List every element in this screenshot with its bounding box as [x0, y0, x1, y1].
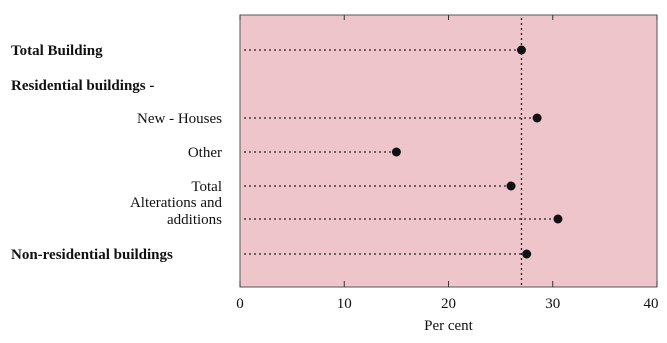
- leader-lines: [244, 49, 558, 255]
- category-label: Other: [188, 145, 222, 161]
- category-label: Residential buildings -: [11, 78, 154, 94]
- plot-area: [239, 14, 658, 288]
- category-label: Total Building: [11, 43, 103, 59]
- data-point: [532, 113, 542, 123]
- x-tick-label: 30: [545, 296, 560, 312]
- data-point: [522, 249, 532, 259]
- data-point: [391, 147, 401, 157]
- category-label: Alterations and: [130, 195, 223, 211]
- x-tick-label: 0: [236, 296, 244, 312]
- category-label: New - Houses: [137, 111, 222, 127]
- x-tick-label: 20: [441, 296, 456, 312]
- x-axis-ticks: 0 10 20 30 40: [236, 15, 659, 312]
- data-markers: [391, 45, 563, 259]
- data-point: [553, 214, 563, 224]
- x-tick-label: 40: [644, 296, 659, 312]
- category-label: Total: [191, 179, 222, 195]
- category-labels: Total Building Residential buildings - New…: [11, 43, 222, 263]
- data-point: [506, 181, 516, 191]
- data-point: [516, 45, 526, 55]
- category-label: additions: [167, 212, 222, 228]
- x-axis-title: Per cent: [424, 318, 474, 334]
- x-tick-label: 10: [337, 296, 352, 312]
- category-label: Non-residential buildings: [11, 247, 173, 263]
